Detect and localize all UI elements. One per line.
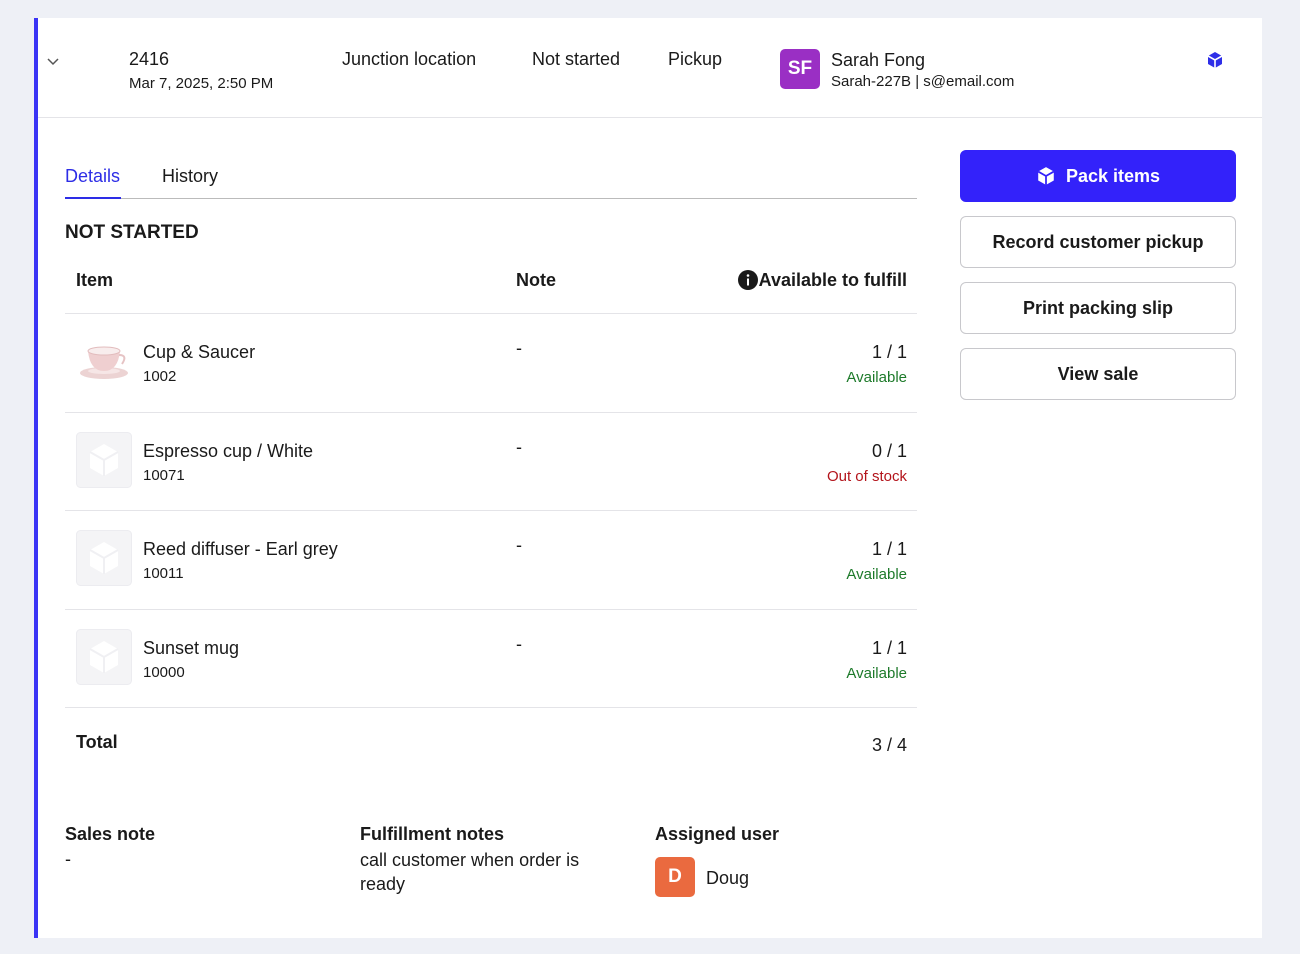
item-thumbnail: [76, 530, 132, 591]
item-note: -: [516, 535, 522, 555]
user-avatar: D: [655, 857, 695, 897]
item-quantity: 1 / 1: [871, 539, 907, 559]
tab[interactable]: History: [162, 166, 219, 186]
row-divider: [65, 510, 917, 511]
item-thumbnail: [76, 333, 132, 394]
item-note: -: [516, 338, 522, 358]
item-name[interactable]: Reed diffuser - Earl grey: [143, 539, 338, 559]
item-thumbnail: [76, 431, 132, 493]
item-quantity: 0 / 1: [871, 440, 907, 461]
footer-label: Sales note: [65, 824, 156, 844]
customer-avatar: SF: [780, 49, 820, 89]
order-date: Mar 7, 2025, 2:50 PM: [129, 75, 274, 92]
item-thumbnail: [76, 628, 132, 690]
tab-underline: [65, 197, 121, 199]
item-availability: Out of stock: [826, 467, 907, 485]
footer-label: Assigned user: [655, 824, 780, 844]
row-divider: [65, 707, 917, 708]
customer-name[interactable]: Sarah Fong: [831, 50, 926, 70]
tab-divider: [65, 198, 917, 199]
location: Junction location: [342, 49, 477, 69]
total-value: 3 / 4: [871, 735, 907, 755]
footer-value: call customer when order is ready: [360, 850, 580, 894]
header-divider: [38, 117, 1262, 118]
item-availability: Available: [846, 566, 907, 583]
action-button[interactable]: Print packing slip: [960, 282, 1236, 334]
column-header: Item: [76, 270, 114, 290]
item-note: -: [516, 436, 522, 457]
item-sku: 1002: [143, 368, 177, 385]
button-label: Pack items: [1065, 165, 1161, 186]
row-divider: [65, 313, 917, 314]
footer-label: Fulfillment notes: [360, 824, 504, 844]
item-note: -: [516, 633, 522, 654]
package-icon: [1207, 52, 1223, 68]
item-sku: 10011: [143, 565, 184, 582]
info-icon[interactable]: [738, 270, 758, 290]
action-button[interactable]: Record customer pickup: [960, 216, 1236, 268]
item-name[interactable]: Sunset mug: [143, 637, 240, 658]
tab[interactable]: Details: [65, 166, 121, 186]
status: Not started: [532, 49, 621, 69]
row-divider: [65, 411, 917, 413]
item-name[interactable]: Cup & Saucer: [143, 342, 256, 362]
user-name: Doug: [706, 868, 750, 888]
item-availability: Available: [846, 664, 907, 682]
package-icon: [1037, 167, 1055, 185]
footer-value: -: [65, 849, 71, 869]
method: Pickup: [668, 49, 723, 69]
action-button[interactable]: View sale: [960, 348, 1236, 400]
item-quantity: 1 / 1: [871, 637, 907, 658]
order-number[interactable]: 2416: [129, 49, 170, 69]
total-label: Total: [76, 732, 118, 752]
customer-details: Sarah-227B | s@email.com: [831, 73, 1015, 90]
item-sku: 10071: [143, 466, 185, 484]
item-name[interactable]: Espresso cup / White: [143, 440, 314, 461]
item-availability: Available: [846, 369, 907, 386]
item-sku: 10000: [143, 663, 185, 681]
pack-items-button[interactable]: Pack items: [960, 150, 1236, 202]
expand-chevron[interactable]: [46, 56, 60, 66]
item-quantity: 1 / 1: [871, 342, 907, 362]
column-header: Note: [516, 270, 556, 290]
section-title: NOT STARTED: [65, 222, 199, 243]
column-header: Available to fulfill: [758, 270, 907, 290]
row-divider: [65, 608, 917, 610]
